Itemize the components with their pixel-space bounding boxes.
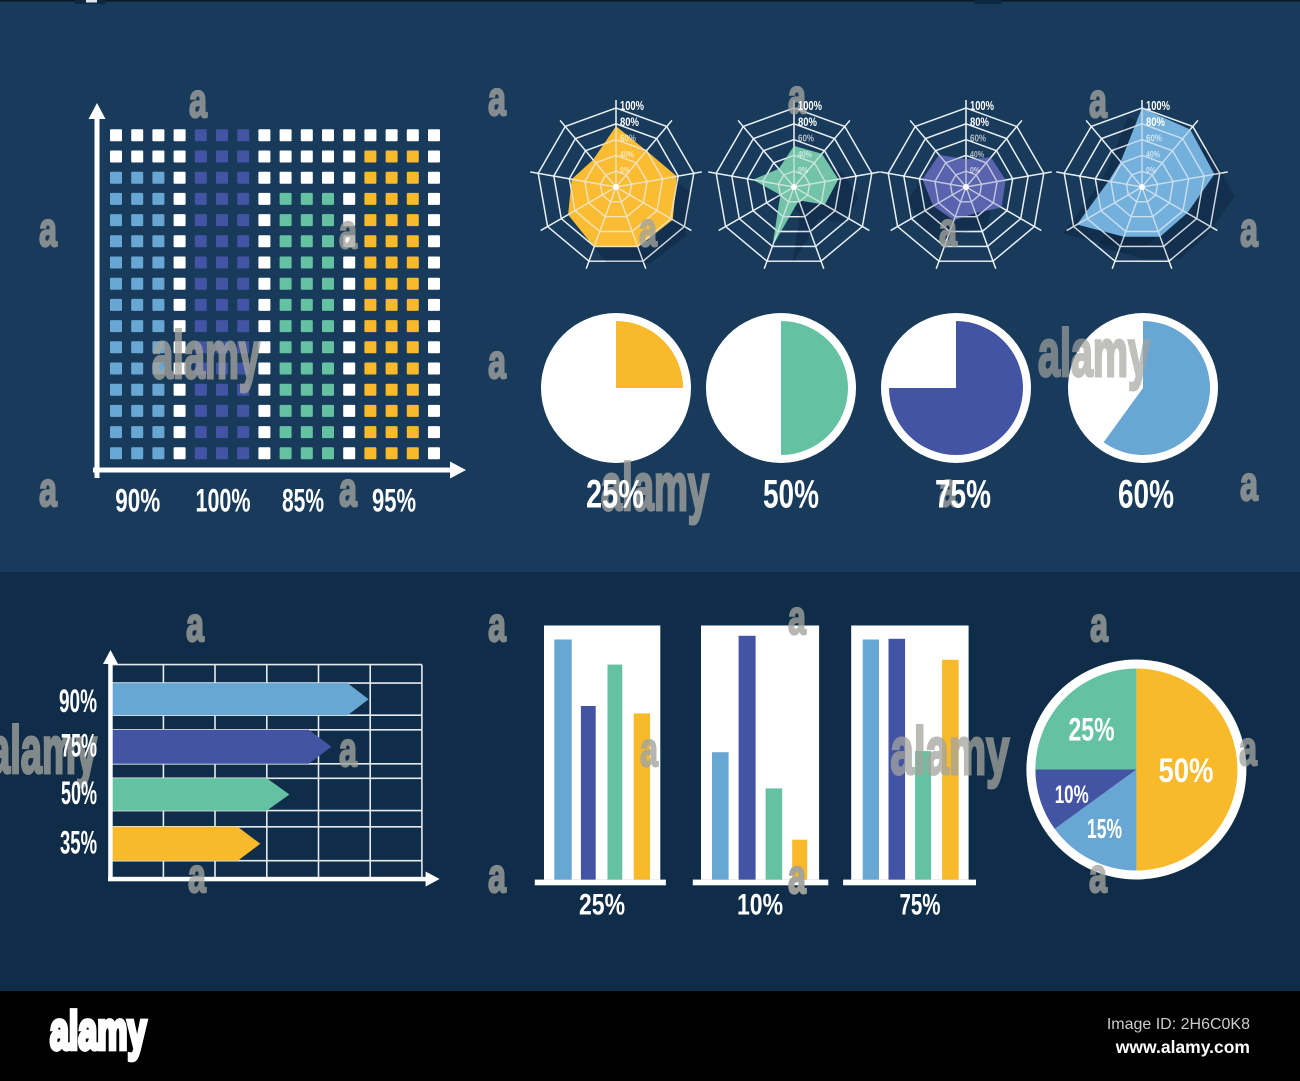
svg-text:a: a [39, 462, 57, 516]
svg-text:25%: 25% [1069, 712, 1115, 748]
svg-text:75%: 75% [61, 728, 97, 764]
svg-text:50%: 50% [1159, 752, 1214, 790]
svg-text:alamy: alamy [1038, 317, 1150, 392]
svg-text:a: a [939, 462, 957, 516]
svg-text:75%: 75% [900, 889, 941, 922]
svg-text:10%: 10% [1055, 781, 1089, 809]
svg-text:90%: 90% [59, 683, 97, 719]
svg-text:a: a [788, 69, 806, 123]
svg-text:60%: 60% [1118, 472, 1174, 516]
svg-text:35%: 35% [60, 825, 97, 861]
svg-text:a: a [788, 849, 806, 903]
svg-text:a: a [1090, 597, 1108, 651]
svg-text:60%: 60% [1146, 133, 1163, 145]
svg-text:a: a [488, 848, 506, 902]
svg-text:Image ID: 2H6C0K8: Image ID: 2H6C0K8 [1107, 1016, 1250, 1033]
svg-text:100%: 100% [1146, 98, 1170, 113]
svg-text:10%: 10% [737, 889, 783, 922]
svg-text:60%: 60% [620, 133, 637, 145]
svg-text:a: a [1240, 456, 1258, 510]
svg-text:100%: 100% [970, 98, 994, 113]
svg-text:a: a [788, 590, 806, 644]
svg-text:80%: 80% [970, 115, 989, 129]
svg-text:100%: 100% [196, 483, 251, 519]
svg-text:80%: 80% [1146, 115, 1165, 129]
svg-text:40%: 40% [798, 149, 812, 160]
svg-text:a: a [186, 597, 204, 651]
svg-text:alamy: alamy [0, 714, 97, 789]
svg-text:80%: 80% [798, 115, 817, 129]
svg-text:85%: 85% [282, 483, 324, 519]
svg-text:0%: 0% [970, 165, 980, 175]
svg-text:60%: 60% [970, 133, 987, 145]
svg-text:40%: 40% [1146, 149, 1160, 160]
svg-text:0%: 0% [798, 165, 808, 175]
svg-text:a: a [488, 597, 506, 651]
svg-text:alamy: alamy [891, 715, 1010, 790]
svg-text:90%: 90% [115, 483, 160, 519]
svg-text:50%: 50% [763, 472, 819, 516]
svg-text:alamy: alamy [50, 1003, 147, 1061]
svg-text:a: a [339, 462, 357, 516]
svg-text:a: a [939, 202, 957, 256]
svg-text:a: a [339, 722, 357, 776]
svg-text:a: a [188, 848, 206, 902]
svg-text:a: a [39, 202, 57, 256]
svg-text:a: a [1089, 848, 1107, 902]
svg-text:80%: 80% [620, 115, 639, 129]
svg-text:a: a [639, 202, 657, 256]
svg-text:a: a [488, 334, 506, 388]
svg-text:15%: 15% [1087, 813, 1122, 844]
svg-text:a: a [339, 204, 357, 258]
svg-text:a: a [488, 71, 506, 125]
svg-text:100%: 100% [620, 98, 644, 113]
svg-text:40%: 40% [970, 149, 984, 160]
svg-text:a: a [640, 722, 658, 776]
svg-text:95%: 95% [372, 483, 416, 519]
svg-text:50%: 50% [61, 775, 97, 811]
svg-text:60%: 60% [798, 133, 815, 145]
svg-text:25%: 25% [586, 472, 644, 516]
svg-text:a: a [788, 849, 806, 903]
svg-text:www.alamy.com: www.alamy.com [1115, 1037, 1250, 1057]
svg-text:0%: 0% [1146, 165, 1156, 175]
svg-text:a: a [1239, 721, 1257, 775]
svg-text:alamy: alamy [601, 451, 709, 526]
svg-text:a: a [1240, 202, 1258, 256]
svg-text:0%: 0% [620, 165, 630, 175]
svg-text:40%: 40% [620, 149, 634, 160]
svg-text:alamy: alamy [152, 319, 260, 394]
svg-text:a: a [1089, 73, 1107, 127]
svg-text:a: a [189, 73, 207, 127]
svg-text:25%: 25% [579, 889, 625, 922]
svg-text:100%: 100% [798, 98, 822, 113]
svg-text:75%: 75% [935, 472, 991, 516]
